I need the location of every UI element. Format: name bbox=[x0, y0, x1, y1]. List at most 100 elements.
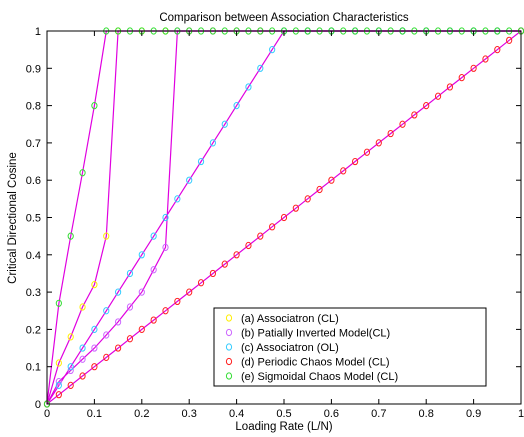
series-4-point bbox=[55, 299, 62, 307]
series-2-point bbox=[162, 213, 169, 222]
legend-box bbox=[213, 307, 487, 387]
x-tick-label: 0.9 bbox=[466, 408, 481, 420]
series-0-point bbox=[91, 281, 98, 289]
series-2-point bbox=[245, 83, 252, 91]
series-2-point bbox=[186, 176, 193, 184]
x-tick-label: 0.1 bbox=[87, 408, 102, 420]
series-2-point bbox=[150, 232, 157, 240]
y-tick-label: 0.4 bbox=[26, 250, 41, 262]
series-3-point bbox=[352, 157, 359, 166]
series-1-point bbox=[91, 344, 98, 352]
series-2-point bbox=[115, 288, 122, 296]
series-2-point bbox=[55, 381, 62, 389]
series-2-point bbox=[233, 102, 240, 110]
series-3-point bbox=[233, 251, 240, 259]
y-tick-label: 0.1 bbox=[26, 362, 41, 374]
legend-marker bbox=[225, 357, 233, 366]
y-tick-label: 0.8 bbox=[26, 101, 41, 113]
series-2-point bbox=[257, 64, 264, 72]
x-tick-label: 0.5 bbox=[276, 408, 291, 420]
series-3-point bbox=[186, 288, 193, 296]
legend-label: (c) Associatron (OL) bbox=[241, 342, 339, 354]
series-2-point bbox=[174, 195, 181, 203]
series-1-point bbox=[79, 355, 86, 363]
series-3-point bbox=[494, 46, 501, 54]
series-3-point bbox=[150, 316, 157, 324]
series-3-point bbox=[446, 83, 453, 91]
x-tick-label: 1 bbox=[518, 408, 524, 420]
series-0-point bbox=[79, 303, 86, 311]
x-tick-label: 0.7 bbox=[371, 408, 386, 420]
series-2-point bbox=[126, 269, 134, 278]
x-tick-label: 0.2 bbox=[134, 408, 149, 420]
series-3-point bbox=[280, 213, 288, 222]
series-3-point bbox=[162, 307, 169, 315]
series-1-point bbox=[126, 303, 134, 311]
series-1-point bbox=[138, 288, 145, 296]
series-3-point bbox=[482, 55, 489, 63]
series-3-point bbox=[470, 64, 477, 72]
series-2-point bbox=[197, 157, 205, 166]
y-tick-label: 0.7 bbox=[26, 138, 41, 150]
series-3-point bbox=[340, 167, 347, 175]
series-2-point bbox=[91, 325, 98, 333]
series-3-point bbox=[257, 232, 264, 240]
series-3-point bbox=[316, 185, 323, 194]
legend-marker bbox=[225, 343, 233, 351]
series-2-point bbox=[103, 307, 110, 315]
series-3-point bbox=[387, 129, 394, 138]
x-axis-ticks: 0 0.1 0.2 0.3 0.4 0.5 0.6 0.7 0.8 0.9 1 bbox=[44, 31, 524, 420]
series-0-point bbox=[55, 359, 62, 367]
x-axis-label: Loading Rate (L/N) bbox=[235, 421, 332, 433]
legend-label: (e) Sigmoidal Chaos Model (CL) bbox=[241, 371, 398, 383]
series-1-point bbox=[162, 243, 169, 251]
series-3-point bbox=[174, 297, 181, 306]
x-tick-label: 0.6 bbox=[324, 408, 339, 420]
x-tick-label: 0.4 bbox=[229, 408, 244, 420]
y-axis-ticks: 0 0.1 0.2 0.3 0.4 0.5 0.6 0.7 0.8 0.9 1 bbox=[26, 26, 521, 411]
series-4-point bbox=[91, 102, 98, 110]
series-3-point bbox=[67, 381, 74, 389]
series-3-point bbox=[91, 363, 98, 371]
series-3-point bbox=[126, 335, 134, 343]
series-3-point bbox=[292, 204, 299, 212]
series-3-point bbox=[209, 269, 216, 278]
legend-marker bbox=[225, 372, 233, 380]
y-tick-label: 0.5 bbox=[26, 213, 41, 225]
series-1-point bbox=[67, 366, 74, 375]
chart-title: Comparison between Association Character… bbox=[159, 12, 409, 24]
series-3-point bbox=[245, 241, 252, 250]
y-tick-label: 0.9 bbox=[26, 63, 41, 75]
series-4-point bbox=[79, 169, 86, 177]
series-3-point bbox=[79, 372, 86, 380]
y-axis-label: Critical Directional Cosine bbox=[7, 152, 19, 284]
series-3-point bbox=[363, 148, 371, 156]
series-3-point bbox=[103, 353, 110, 361]
series-3-point bbox=[115, 344, 122, 352]
series-2-point bbox=[209, 139, 216, 147]
legend-marker bbox=[225, 314, 233, 322]
legend-marker bbox=[225, 328, 233, 337]
series-0-point bbox=[67, 333, 74, 341]
series-1-point bbox=[115, 318, 122, 326]
series-2-point bbox=[79, 344, 86, 352]
series-1-point bbox=[55, 378, 62, 386]
series-3-point bbox=[221, 260, 228, 268]
series-2-point bbox=[138, 251, 145, 259]
legend-label: (a) Associatron (CL) bbox=[241, 313, 339, 325]
y-tick-label: 1 bbox=[35, 26, 41, 38]
x-tick-label: 0.3 bbox=[182, 408, 197, 420]
series-3-point bbox=[423, 102, 430, 110]
series-3-point bbox=[458, 74, 465, 82]
series-3-point bbox=[506, 36, 513, 44]
legend: (a) Associatron (CL) (b) Patially Inverte… bbox=[213, 307, 487, 387]
series-3-point bbox=[375, 139, 382, 147]
series-3-point bbox=[55, 391, 62, 399]
series-3-point bbox=[411, 111, 418, 119]
series-3-point bbox=[328, 176, 335, 184]
series-2-point bbox=[269, 46, 276, 54]
series-1-point bbox=[150, 266, 157, 274]
legend-label: (b) Patially Inverted Model(CL) bbox=[241, 328, 390, 340]
series-3-point bbox=[269, 223, 276, 231]
